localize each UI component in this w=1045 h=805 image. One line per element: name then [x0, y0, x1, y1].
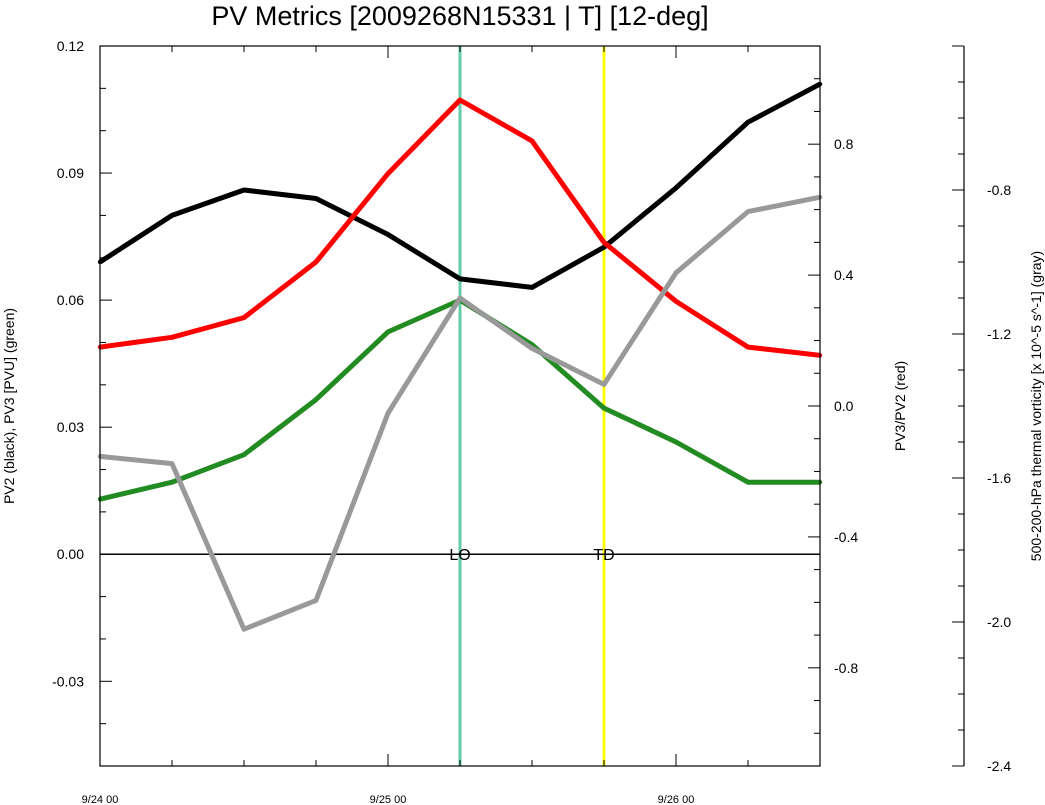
far-right-axis-label: 500-200-hPa thermal vorticity [x 10^-5 s… — [1028, 251, 1044, 561]
data-point — [457, 295, 463, 301]
right-tick-label: -0.8 — [834, 660, 858, 676]
data-point — [601, 240, 607, 245]
data-point — [745, 120, 751, 125]
data-point — [241, 187, 247, 193]
left-tick-label: 0.06 — [57, 292, 84, 308]
data-point — [457, 97, 463, 103]
series-layer — [97, 81, 823, 632]
data-point — [241, 452, 247, 457]
data-point — [169, 335, 175, 340]
left-tick-label: -0.03 — [52, 673, 84, 689]
data-point — [241, 627, 247, 632]
data-point — [457, 276, 463, 282]
right-tick-label: 0.0 — [834, 398, 854, 414]
data-point — [529, 285, 535, 290]
data-point — [313, 598, 319, 603]
data-point — [601, 382, 607, 387]
left-tick-label: 0.03 — [57, 419, 84, 435]
left-tick-label: 0.00 — [57, 546, 84, 562]
data-point — [169, 461, 175, 466]
x-tick-label: 9/26 00 — [658, 794, 695, 805]
far-right-tick-label: -0.8 — [987, 182, 1011, 198]
far-right-tick-label: -2.4 — [987, 758, 1011, 774]
data-point — [745, 209, 751, 214]
data-point — [313, 259, 319, 265]
axes-layer: 9/24 00 9/25 00 9/26 00 -0.03 0.00 0.03 0.06 0.… — [52, 38, 1011, 805]
data-point — [745, 344, 751, 350]
data-point — [385, 171, 391, 176]
left-tick-label: 0.09 — [57, 165, 84, 181]
far-right-tick-label: -2.0 — [987, 614, 1011, 630]
data-point — [313, 196, 319, 201]
data-point — [673, 185, 679, 191]
right-tick-label: 0.4 — [834, 267, 854, 283]
data-point — [313, 397, 319, 402]
right-axis-label: PV3/PV2 (red) — [892, 361, 908, 451]
data-point — [673, 439, 679, 445]
data-point — [169, 213, 175, 218]
data-point — [673, 299, 679, 304]
right-tick-label: 0.8 — [834, 136, 854, 152]
data-point — [169, 480, 175, 485]
data-point — [529, 138, 535, 144]
event-lines — [458, 46, 606, 766]
event-label-lo: LO — [449, 547, 470, 564]
far-right-tick-label: -1.2 — [987, 326, 1011, 342]
data-point — [601, 405, 607, 411]
data-point — [745, 480, 751, 485]
data-point — [385, 329, 391, 335]
far-right-tick-label: -1.6 — [987, 470, 1011, 486]
left-axis-label: PV2 (black), PV3 [PVU] (green) — [1, 308, 17, 504]
left-tick-label: 0.12 — [57, 38, 84, 54]
data-point — [241, 315, 247, 320]
chart-title: PV Metrics [2009268N15331 | T] [12-deg] — [211, 1, 708, 31]
right-tick-label: -0.4 — [834, 529, 858, 545]
event-labels: LO TD — [449, 547, 614, 564]
data-point — [385, 232, 391, 237]
x-tick-label: 9/24 00 — [82, 794, 119, 805]
event-label-td: TD — [593, 547, 614, 564]
data-point — [673, 270, 679, 275]
data-point — [385, 411, 391, 416]
x-tick-label: 9/25 00 — [370, 794, 407, 805]
data-point — [529, 346, 535, 351]
